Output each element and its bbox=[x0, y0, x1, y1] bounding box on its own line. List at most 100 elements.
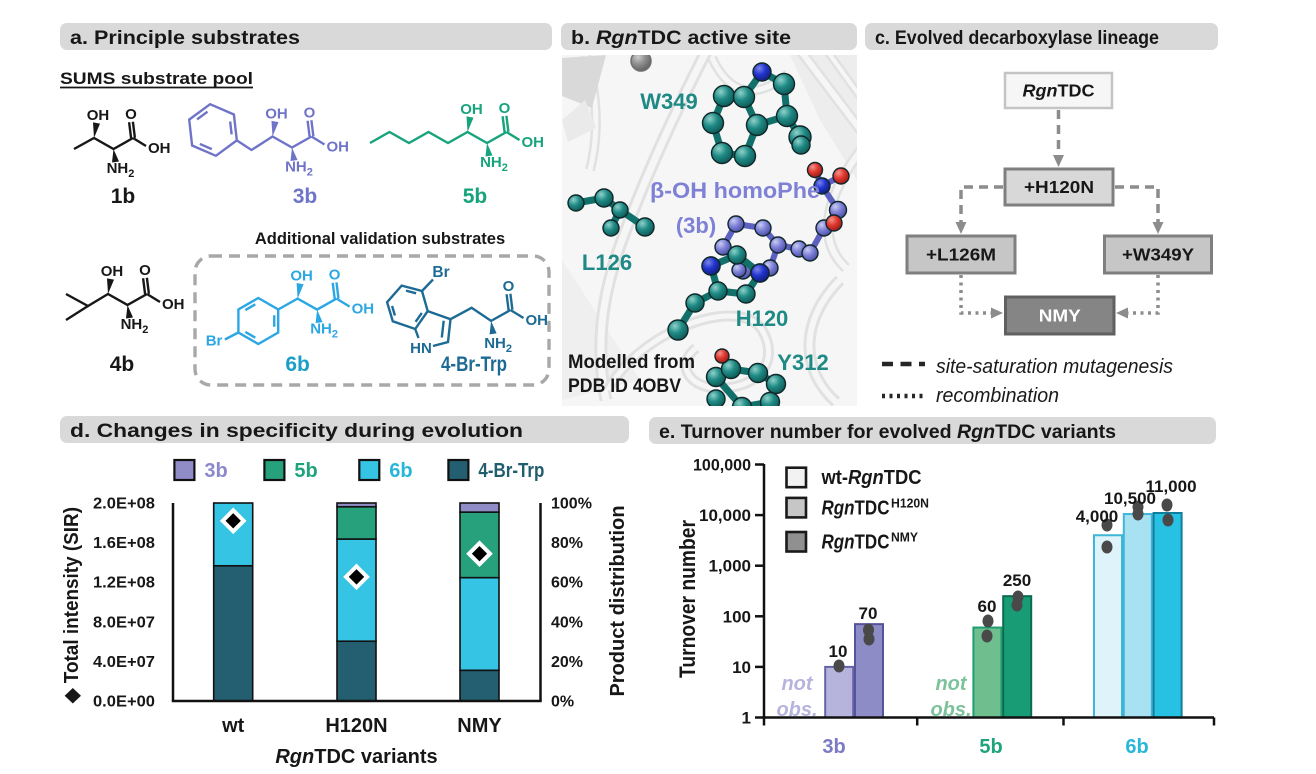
svg-text:O: O bbox=[139, 262, 151, 279]
svg-text:0.0E+00: 0.0E+00 bbox=[93, 694, 155, 711]
svg-text:Br: Br bbox=[432, 264, 449, 281]
svg-text:H120N: H120N bbox=[891, 495, 929, 510]
svg-text:60%: 60% bbox=[551, 575, 583, 592]
svg-text:4-Br-Trp: 4-Br-Trp bbox=[478, 460, 544, 482]
svg-text:RgnTDC: RgnTDC bbox=[822, 497, 890, 519]
svg-text:b. RgnTDC active site: b. Rgn TDC active site bbox=[571, 28, 791, 49]
svg-text:3b: 3b bbox=[293, 185, 318, 208]
svg-text:L126: L126 bbox=[582, 250, 632, 275]
svg-text:Additional validation substrat: Additional validation substrates bbox=[255, 230, 505, 248]
svg-text:OH: OH bbox=[290, 268, 313, 285]
svg-text:4-Br-Trp: 4-Br-Trp bbox=[441, 353, 507, 376]
svg-text:H120: H120 bbox=[736, 306, 789, 331]
svg-text:Y312: Y312 bbox=[777, 350, 828, 375]
svg-text:5b: 5b bbox=[294, 460, 317, 482]
svg-text:10,500: 10,500 bbox=[1104, 489, 1156, 508]
svg-text:c. Evolved decarboxylase linea: c. Evolved decarboxylase lineage bbox=[875, 28, 1159, 49]
svg-text:Product distribution: Product distribution bbox=[607, 505, 629, 696]
svg-text:2.0E+08: 2.0E+08 bbox=[93, 496, 155, 513]
svg-text:e. Turnover number for evolved: e. Turnover number for evolved RgnTDC va… bbox=[659, 422, 1116, 443]
svg-text:d. Changes in specificity duri: d. Changes in specificity during evoluti… bbox=[70, 421, 523, 442]
svg-text:6b: 6b bbox=[285, 353, 310, 376]
svg-text:Br: Br bbox=[206, 333, 223, 350]
svg-text:RgnTDC: RgnTDC bbox=[1023, 81, 1095, 101]
svg-text:OH: OH bbox=[101, 263, 124, 280]
svg-text:5b: 5b bbox=[979, 736, 1002, 758]
svg-text:+L126M: +L126M bbox=[926, 245, 996, 265]
svg-text:OH: OH bbox=[460, 101, 483, 118]
svg-text:40%: 40% bbox=[551, 614, 583, 631]
svg-text:1,000: 1,000 bbox=[708, 557, 751, 576]
svg-text:Modelled from: Modelled from bbox=[568, 352, 695, 373]
svg-text:4,000: 4,000 bbox=[1076, 507, 1119, 526]
svg-text:0%: 0% bbox=[551, 694, 574, 711]
svg-text:3b: 3b bbox=[204, 460, 227, 482]
svg-text:5b: 5b bbox=[463, 185, 488, 208]
svg-text:PDB ID 4OBV: PDB ID 4OBV bbox=[568, 376, 681, 397]
svg-text:W349: W349 bbox=[640, 89, 697, 114]
svg-text:H120N: H120N bbox=[325, 715, 387, 737]
svg-text:6b: 6b bbox=[389, 460, 412, 482]
svg-text:6b: 6b bbox=[1125, 736, 1148, 758]
svg-text:1b: 1b bbox=[111, 185, 136, 208]
svg-text:Turnover number: Turnover number bbox=[675, 520, 700, 678]
svg-text:RgnTDC variants: RgnTDC variants bbox=[275, 746, 437, 768]
svg-text:OH: OH bbox=[526, 312, 549, 329]
svg-text:NMY: NMY bbox=[457, 715, 502, 737]
svg-text:obs.: obs. bbox=[930, 699, 971, 721]
svg-text:NH2: NH2 bbox=[484, 335, 512, 355]
svg-text:obs.: obs. bbox=[776, 699, 817, 721]
svg-text:60: 60 bbox=[978, 597, 997, 616]
svg-text:100,000: 100,000 bbox=[693, 456, 751, 475]
svg-text:250: 250 bbox=[1003, 571, 1031, 590]
svg-text:+H120N: +H120N bbox=[1024, 177, 1094, 197]
svg-text:OH: OH bbox=[522, 134, 545, 151]
svg-text:O: O bbox=[304, 105, 316, 122]
svg-text:4.0E+07: 4.0E+07 bbox=[93, 654, 155, 671]
svg-text:OH: OH bbox=[148, 140, 171, 157]
svg-text:80%: 80% bbox=[551, 535, 583, 552]
svg-text:NMY: NMY bbox=[891, 530, 918, 545]
svg-text:1: 1 bbox=[742, 709, 751, 728]
svg-text:recombination: recombination bbox=[936, 385, 1059, 407]
svg-text:70: 70 bbox=[859, 604, 878, 623]
svg-text:β-OH homoPhe: β-OH homoPhe bbox=[650, 178, 820, 203]
svg-text:1.2E+08: 1.2E+08 bbox=[93, 575, 155, 592]
svg-text:NH2: NH2 bbox=[310, 321, 338, 341]
svg-text:10: 10 bbox=[732, 658, 751, 677]
svg-text:HN: HN bbox=[410, 340, 432, 357]
svg-text:not: not bbox=[781, 673, 813, 695]
svg-text:wt: wt bbox=[221, 715, 245, 737]
svg-text:10,000: 10,000 bbox=[699, 506, 751, 525]
svg-text:11,000: 11,000 bbox=[1145, 477, 1196, 496]
svg-text:10: 10 bbox=[829, 642, 848, 661]
svg-text:100%: 100% bbox=[551, 496, 592, 513]
svg-text:a. Principle substrates: a. Principle substrates bbox=[70, 28, 300, 49]
svg-text:OH: OH bbox=[327, 139, 350, 156]
svg-text:OH: OH bbox=[87, 107, 110, 124]
svg-text:◆ Total intensity (SIR): ◆ Total intensity (SIR) bbox=[61, 507, 83, 704]
svg-text:3b: 3b bbox=[822, 736, 845, 758]
svg-text:O: O bbox=[499, 100, 511, 117]
svg-text:NH2: NH2 bbox=[107, 160, 135, 180]
svg-text:RgnTDC: RgnTDC bbox=[822, 532, 890, 554]
svg-text:not: not bbox=[935, 673, 967, 695]
svg-text:1.6E+08: 1.6E+08 bbox=[93, 535, 155, 552]
svg-text:OH: OH bbox=[265, 106, 288, 123]
svg-text:(3b): (3b) bbox=[676, 213, 716, 238]
svg-text:8.0E+07: 8.0E+07 bbox=[93, 614, 155, 631]
svg-text:O: O bbox=[125, 106, 137, 123]
svg-text:NMY: NMY bbox=[1039, 306, 1081, 326]
svg-text:NH2: NH2 bbox=[121, 316, 149, 336]
svg-text:4b: 4b bbox=[110, 353, 135, 376]
svg-text:O: O bbox=[329, 267, 341, 284]
svg-text:site-saturation mutagenesis: site-saturation mutagenesis bbox=[936, 356, 1173, 378]
svg-text:OH: OH bbox=[352, 301, 375, 318]
svg-text:wt-RgnTDC: wt-RgnTDC bbox=[821, 467, 922, 489]
svg-text:NH2: NH2 bbox=[285, 159, 313, 179]
svg-text:NH2: NH2 bbox=[480, 154, 508, 174]
svg-text:100: 100 bbox=[723, 607, 751, 626]
svg-text:SUMS substrate pool: SUMS substrate pool bbox=[60, 69, 253, 88]
svg-text:OH: OH bbox=[162, 296, 185, 313]
svg-text:+W349Y: +W349Y bbox=[1122, 245, 1194, 265]
